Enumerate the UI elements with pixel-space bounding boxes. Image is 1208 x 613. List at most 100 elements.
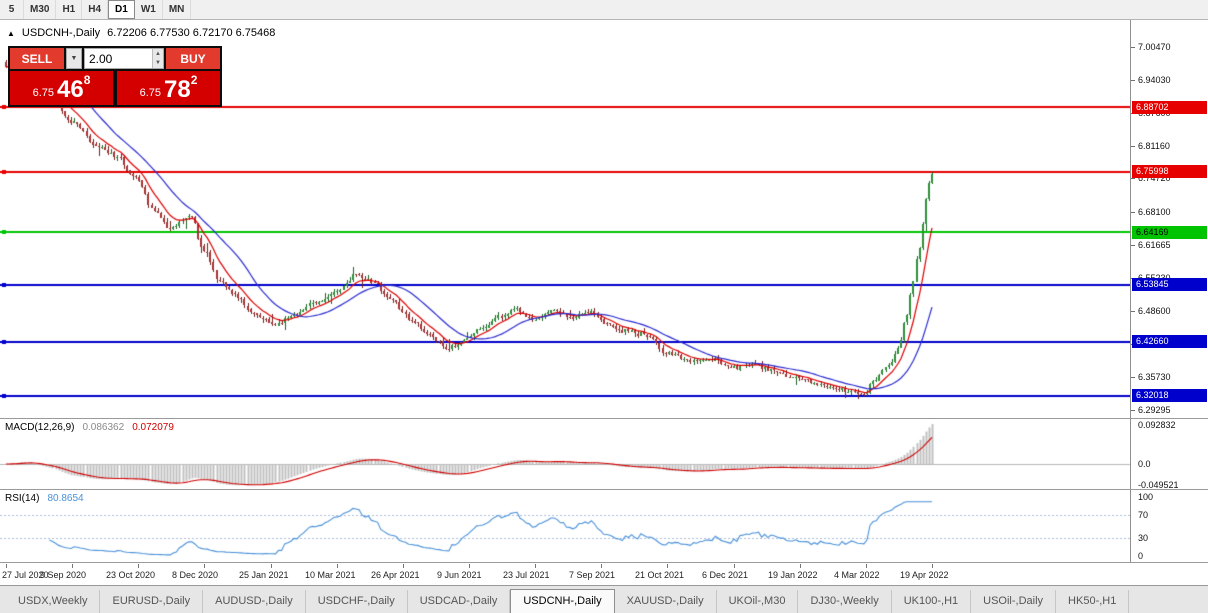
axis-tick-mark (1131, 146, 1135, 147)
chart-tab-uk100[interactable]: UK100-,H1 (892, 590, 972, 613)
sell-price-button[interactable]: 6.75 46 8 (10, 71, 113, 105)
chart-window[interactable]: 7.004706.940306.876006.811606.747206.681… (0, 20, 1208, 585)
time-axis-tick-mark (72, 564, 73, 568)
timeframe-bar: 5 M30 H1 H4 D1 W1 MN (0, 0, 1208, 20)
price-level-tag[interactable]: 6.32018 (1132, 389, 1207, 402)
time-axis-label: 21 Oct 2021 (635, 570, 685, 580)
chart-tab-audusd[interactable]: AUDUSD-,Daily (203, 590, 306, 613)
timeframe-button-d1[interactable]: D1 (108, 0, 135, 19)
time-axis-label: 25 Jan 2021 (239, 570, 289, 580)
price-axis-label: 6.29295 (1138, 405, 1171, 415)
volume-input[interactable] (85, 49, 152, 68)
time-axis-tick-mark (734, 564, 735, 568)
timeframe-button-5[interactable]: 5 (0, 0, 24, 19)
rsi-name: RSI(14) (5, 493, 40, 504)
price-axis-label: 6.48600 (1138, 306, 1171, 316)
sell-price-base: 6.75 (32, 87, 55, 99)
macd-label: MACD(12,26,9) 0.086362 0.072079 (5, 422, 174, 433)
price-level-tag[interactable]: 6.75998 (1132, 165, 1207, 178)
macd-canvas[interactable] (0, 419, 1130, 489)
one-click-trading-panel: SELL ▼ ▲ ▼ BUY 6.75 46 8 6.75 78 2 (8, 46, 222, 107)
time-axis-label: 27 Jul 2020 (2, 570, 49, 580)
time-axis-tick-mark (932, 564, 933, 568)
price-axis-label: 6.74720 (1138, 173, 1171, 183)
time-axis-label: 9 Jun 2021 (437, 570, 482, 580)
rsi-label: RSI(14) 80.8654 (5, 493, 84, 504)
axis-tick-mark (1131, 311, 1135, 312)
time-axis-label: 10 Mar 2021 (305, 570, 356, 580)
price-axis-label: 6.81160 (1138, 141, 1170, 151)
rsi-canvas[interactable] (0, 490, 1130, 562)
rsi-axis-label: 100 (1138, 492, 1154, 503)
time-axis-label: 26 Apr 2021 (371, 570, 420, 580)
macd-axis-label: 0.0 (1138, 459, 1151, 469)
time-axis: 27 Jul 2020 9 Sep 2020 23 Oct 2020 8 Dec 20… (0, 563, 1208, 585)
price-axis-label: 6.94030 (1138, 75, 1171, 85)
axis-tick-mark (1131, 178, 1135, 179)
timeframe-button-m30[interactable]: M30 (24, 0, 57, 19)
volume-decrease-icon[interactable]: ▼ (152, 58, 163, 68)
chart-tab-usdx[interactable]: USDX,Weekly (6, 590, 101, 613)
price-level-tag[interactable]: 6.88702 (1132, 101, 1207, 114)
chart-tab-xauusd[interactable]: XAUUSD-,Daily (615, 590, 717, 613)
price-level-tag[interactable]: 6.53845 (1132, 278, 1207, 291)
chart-tab-hk50[interactable]: HK50-,H1 (1056, 590, 1130, 613)
chart-tab-ukoil[interactable]: UKOil-,M30 (717, 590, 799, 613)
chart-tab-dj30[interactable]: DJ30-,Weekly (798, 590, 892, 613)
time-axis-tick-mark (403, 564, 404, 568)
price-axis-label: 7.00470 (1138, 42, 1171, 52)
macd-axis-label: -0.049521 (1138, 479, 1179, 490)
rsi-panel-separator[interactable] (0, 489, 1208, 490)
timeframe-button-mn[interactable]: MN (163, 0, 192, 19)
timeframe-button-h1[interactable]: H1 (56, 0, 83, 19)
volume-dropdown-icon[interactable]: ▼ (66, 48, 82, 69)
axis-tick-mark (1131, 377, 1135, 378)
time-axis-label: 9 Sep 2020 (40, 570, 87, 580)
axis-tick-mark (1131, 410, 1135, 411)
price-axis: 7.004706.940306.876006.811606.747206.681… (1130, 20, 1208, 563)
rsi-axis-label: 70 (1138, 509, 1149, 520)
collapse-icon[interactable]: ▲ (7, 28, 15, 38)
volume-increase-icon[interactable]: ▲ (152, 49, 163, 59)
chart-tab-usdcnh[interactable]: USDCNH-,Daily (510, 589, 615, 613)
time-axis-tick-mark (469, 564, 470, 568)
volume-spinner: ▲ ▼ (151, 49, 163, 68)
price-axis-label: 6.35730 (1138, 372, 1171, 382)
time-axis-separator (0, 562, 1208, 563)
macd-value: 0.086362 (82, 422, 125, 433)
time-axis-tick-mark (271, 564, 272, 568)
time-axis-label: 23 Oct 2020 (106, 570, 156, 580)
price-level-tag[interactable]: 6.64169 (1132, 226, 1207, 239)
time-axis-tick-mark (866, 564, 867, 568)
axis-tick-mark (1131, 212, 1135, 213)
time-axis-tick-mark (535, 564, 536, 568)
chart-tab-eurusd[interactable]: EURUSD-,Daily (100, 590, 204, 613)
time-axis-label: 7 Sep 2021 (569, 570, 616, 580)
chart-tab-usdcad[interactable]: USDCAD-,Daily (408, 590, 511, 613)
price-level-tag[interactable]: 6.42660 (1132, 335, 1207, 348)
time-axis-tick-mark (800, 564, 801, 568)
buy-price-base: 6.75 (139, 87, 162, 99)
time-axis-label: 19 Apr 2022 (900, 570, 949, 580)
price-axis-label: 6.68100 (1138, 207, 1171, 217)
chart-tab-usdchf[interactable]: USDCHF-,Daily (306, 590, 408, 613)
axis-tick-mark (1131, 245, 1135, 246)
axis-tick-mark (1131, 47, 1135, 48)
price-axis-label: 6.61665 (1138, 240, 1171, 250)
sell-button[interactable]: SELL (10, 48, 64, 69)
time-axis-tick-mark (667, 564, 668, 568)
timeframe-button-h4[interactable]: H4 (82, 0, 109, 19)
time-axis-tick-mark (6, 564, 7, 568)
time-axis-label: 8 Dec 2020 (172, 570, 219, 580)
rsi-value: 80.8654 (47, 493, 84, 504)
macd-name: MACD(12,26,9) (5, 422, 75, 433)
ohlc-values: 6.72206 6.77530 6.72170 6.75468 (107, 27, 276, 39)
symbol-period-label: USDCNH-,Daily (21, 27, 101, 39)
buy-price-big: 78 (164, 76, 191, 103)
buy-button[interactable]: BUY (166, 48, 220, 69)
timeframe-button-w1[interactable]: W1 (135, 0, 163, 19)
sell-price-sup: 8 (83, 73, 91, 87)
chart-tab-usoil[interactable]: USOil-,Daily (971, 590, 1057, 613)
buy-price-button[interactable]: 6.75 78 2 (117, 71, 220, 105)
macd-panel-separator[interactable] (0, 418, 1208, 419)
